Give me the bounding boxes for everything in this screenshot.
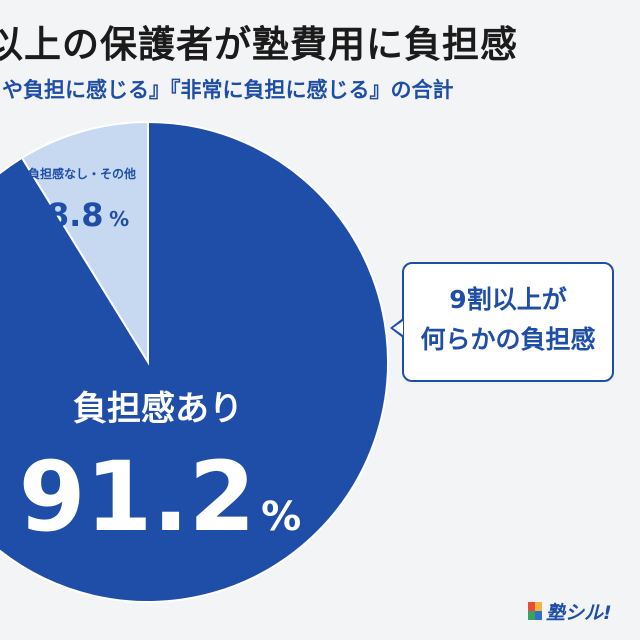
- slice-label-not-burdened: 負担感なし・その他: [28, 166, 136, 181]
- annotation-callout: 9割以上が 何らかの負担感: [402, 262, 614, 382]
- slice-value-not-burdened: 8.8 %: [47, 196, 129, 234]
- brand-logo: 塾シル!: [528, 598, 612, 624]
- slice-value-number-not-burdened: 8.8: [47, 196, 104, 234]
- annotation-line-2: 何らかの負担感: [420, 325, 596, 354]
- pie-slice-not-burdened: [20, 120, 149, 366]
- logo-text: 塾シル!: [546, 601, 612, 624]
- slice-value-number-burdened: 91.2: [19, 441, 256, 553]
- annotation-line-1: 9割以上が: [449, 285, 567, 314]
- slice-value-burdened: 91.2 %: [19, 441, 302, 553]
- pie-slice-burdened: [0, 120, 389, 603]
- slice-value-unit-burdened: %: [261, 494, 301, 540]
- slice-label-burdened: 負担感あり: [73, 389, 243, 429]
- slice-value-unit-not-burdened: %: [109, 207, 129, 231]
- callout-pointer-fill: [393, 321, 403, 335]
- logo-mark-icon: [528, 602, 542, 620]
- chart-title: 以上の保護者が塾費用に負担感: [0, 23, 518, 66]
- chart-subtitle: や負担に感じる』『非常に負担に感じる』の合計: [2, 78, 454, 102]
